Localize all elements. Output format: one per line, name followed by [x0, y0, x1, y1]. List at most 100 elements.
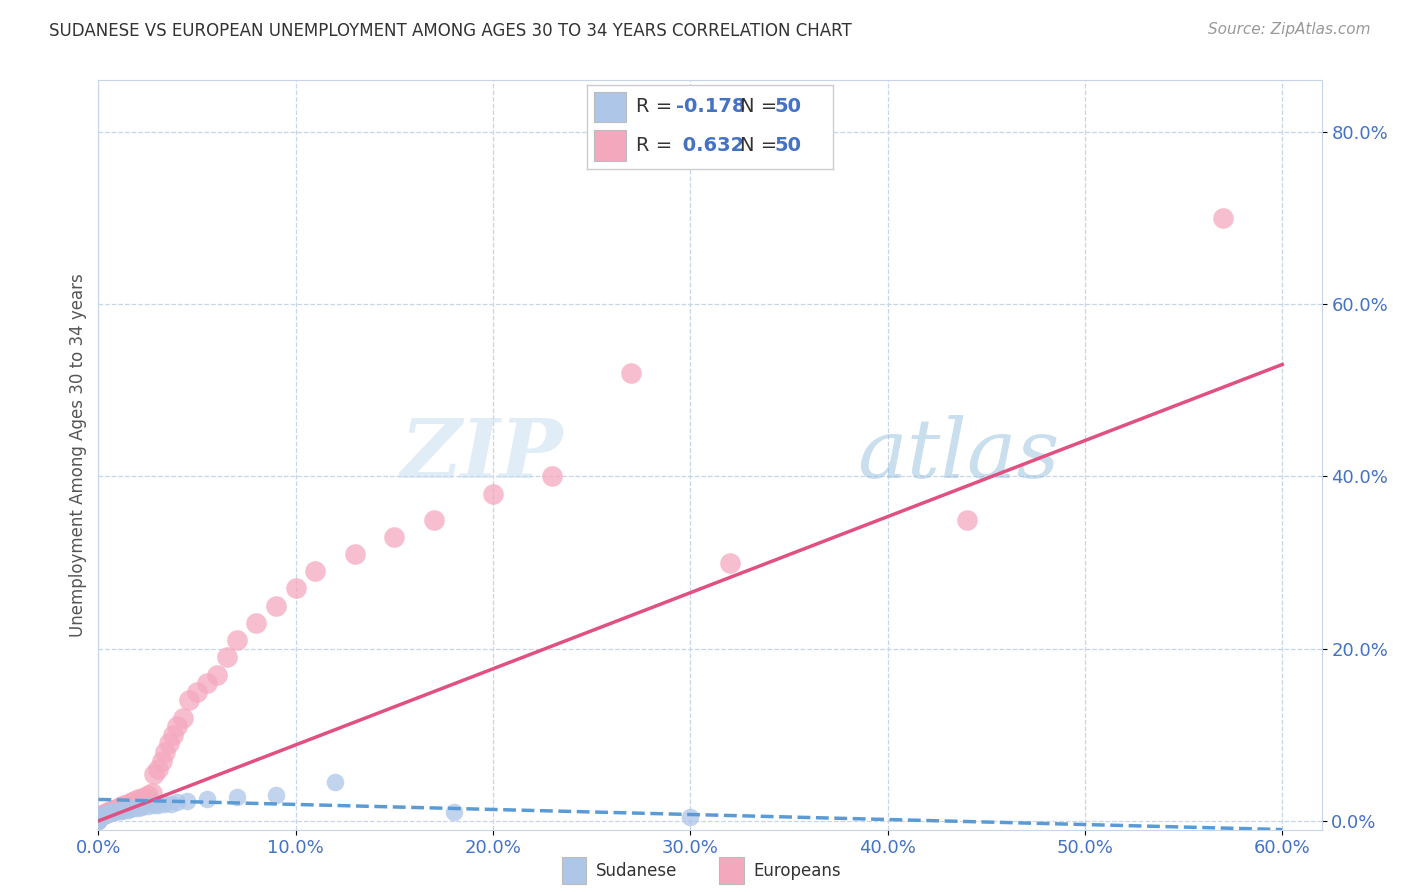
- Point: [118, 796, 141, 810]
- Text: R =: R =: [636, 97, 679, 116]
- Point: [97, 807, 120, 822]
- Point: [111, 799, 134, 814]
- Bar: [595, 92, 626, 122]
- Text: N =: N =: [740, 136, 783, 155]
- Point: [101, 805, 124, 820]
- Point: [195, 676, 218, 690]
- Point: [117, 803, 139, 817]
- Point: [87, 814, 110, 828]
- Point: [112, 803, 135, 817]
- Point: [176, 794, 198, 808]
- Point: [215, 650, 238, 665]
- Point: [103, 803, 125, 817]
- Point: [155, 745, 177, 759]
- Point: [166, 795, 188, 809]
- Y-axis label: Unemployment Among Ages 30 to 34 years: Unemployment Among Ages 30 to 34 years: [69, 273, 87, 637]
- Point: [443, 805, 465, 820]
- Text: 50: 50: [773, 136, 801, 155]
- Point: [101, 804, 124, 818]
- Point: [679, 810, 702, 824]
- Point: [284, 582, 307, 596]
- Point: [264, 599, 287, 613]
- Point: [323, 775, 346, 789]
- Point: [382, 530, 405, 544]
- Point: [87, 811, 110, 825]
- Point: [620, 366, 643, 380]
- Point: [87, 813, 110, 827]
- Point: [87, 814, 110, 828]
- Text: 0.632: 0.632: [675, 136, 744, 155]
- Bar: [595, 130, 626, 161]
- Point: [87, 812, 110, 826]
- Point: [541, 469, 564, 483]
- Point: [108, 804, 131, 818]
- Point: [162, 728, 184, 742]
- Point: [112, 798, 135, 813]
- Point: [87, 812, 110, 826]
- Text: atlas: atlas: [856, 415, 1059, 495]
- Point: [87, 810, 110, 824]
- Text: Sudanese: Sudanese: [596, 862, 676, 880]
- Point: [91, 808, 114, 822]
- Point: [482, 486, 505, 500]
- Point: [97, 805, 120, 820]
- Point: [103, 805, 125, 820]
- Point: [131, 800, 153, 814]
- Point: [131, 790, 153, 805]
- Point: [91, 808, 114, 822]
- Point: [121, 795, 143, 809]
- Point: [96, 806, 118, 821]
- Text: -0.178: -0.178: [675, 97, 745, 116]
- Point: [264, 788, 287, 802]
- Bar: [561, 857, 586, 884]
- Bar: [720, 857, 744, 884]
- Point: [225, 633, 247, 648]
- Point: [136, 788, 159, 802]
- Point: [117, 797, 139, 811]
- Point: [127, 792, 149, 806]
- Point: [159, 736, 181, 750]
- Point: [195, 792, 218, 806]
- Point: [93, 807, 115, 822]
- Point: [718, 556, 741, 570]
- Point: [160, 797, 183, 811]
- Point: [955, 512, 977, 526]
- Point: [93, 807, 115, 822]
- Point: [105, 805, 128, 819]
- Point: [122, 801, 145, 815]
- Point: [108, 800, 131, 814]
- Point: [118, 802, 141, 816]
- Point: [87, 810, 110, 824]
- Point: [87, 813, 110, 827]
- Point: [87, 814, 110, 828]
- Point: [152, 797, 174, 811]
- Point: [166, 719, 188, 733]
- Point: [91, 809, 114, 823]
- Point: [87, 814, 110, 828]
- Point: [136, 799, 159, 814]
- Text: ZIP: ZIP: [401, 415, 564, 495]
- Point: [142, 766, 165, 780]
- Point: [87, 811, 110, 825]
- Point: [107, 801, 129, 815]
- Point: [98, 806, 121, 821]
- Point: [343, 547, 366, 561]
- Point: [89, 809, 111, 823]
- Text: R =: R =: [636, 136, 679, 155]
- Point: [97, 806, 120, 821]
- Point: [172, 710, 194, 724]
- Point: [146, 762, 169, 776]
- Point: [304, 564, 326, 578]
- Point: [205, 667, 228, 681]
- Point: [87, 810, 110, 824]
- Point: [1212, 211, 1234, 225]
- Point: [107, 805, 129, 819]
- Point: [87, 810, 110, 824]
- Point: [89, 810, 111, 824]
- Point: [87, 814, 110, 828]
- Text: SUDANESE VS EUROPEAN UNEMPLOYMENT AMONG AGES 30 TO 34 YEARS CORRELATION CHART: SUDANESE VS EUROPEAN UNEMPLOYMENT AMONG …: [49, 22, 852, 40]
- Point: [245, 615, 267, 630]
- Point: [142, 798, 165, 813]
- Point: [98, 805, 121, 819]
- Point: [89, 809, 111, 823]
